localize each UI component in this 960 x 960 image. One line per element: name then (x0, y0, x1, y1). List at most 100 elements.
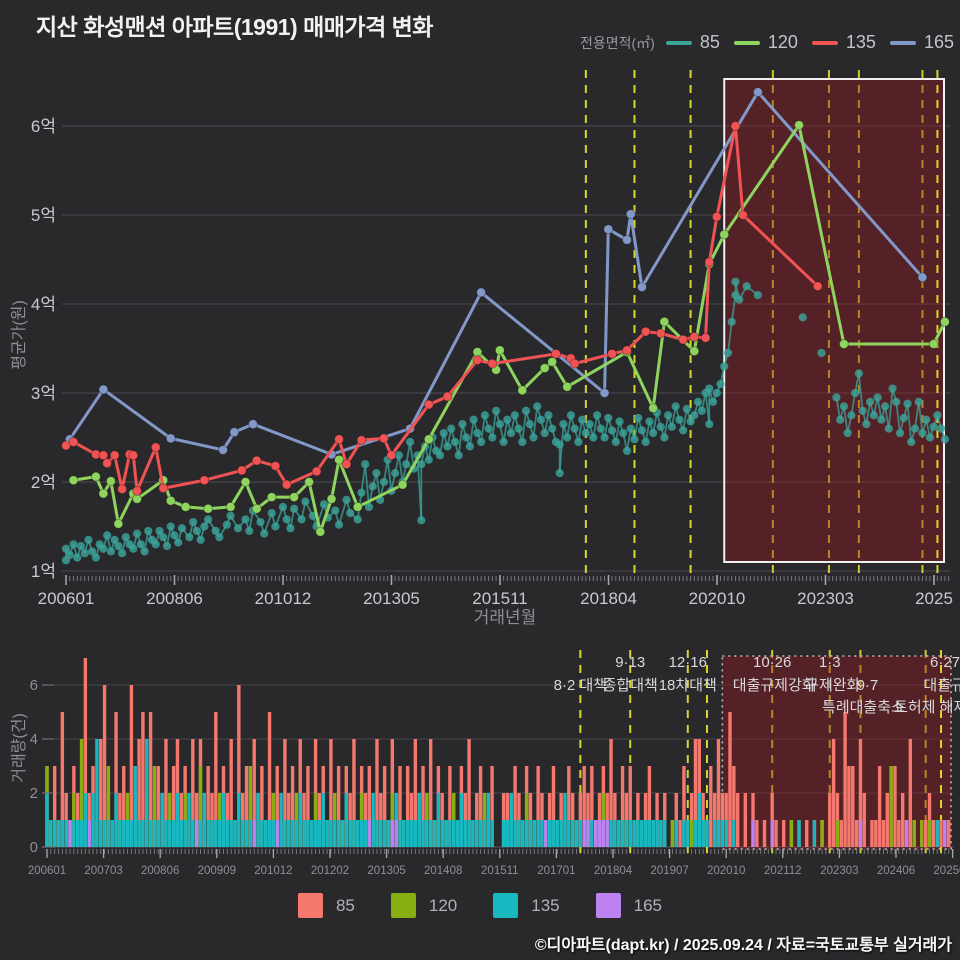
volume-bar-135 (624, 820, 629, 847)
volume-bar-135 (429, 820, 433, 847)
price-series-85 (61, 277, 950, 565)
volume-bar-135 (617, 820, 621, 847)
volume-bar-120 (912, 820, 916, 847)
volume-bar-135 (720, 820, 725, 847)
volume-bar-165 (275, 820, 279, 847)
volume-bar-85 (735, 793, 740, 847)
event-label: 규제완화 (805, 677, 860, 694)
volume-bar-85 (877, 766, 882, 847)
volume-bar-120 (789, 820, 794, 847)
svg-text:200601: 200601 (38, 589, 95, 608)
volume-bar-135 (651, 820, 655, 847)
volume-legend-swatch (595, 893, 621, 918)
volume-bar-135 (555, 820, 560, 847)
volume-bar-85 (893, 766, 897, 847)
volume-bar-135 (287, 820, 291, 847)
volume-bar-135 (463, 820, 467, 847)
volume-bar-135 (532, 820, 536, 847)
legend-swatch (811, 40, 838, 45)
volume-bar-135 (712, 820, 717, 847)
volume-bar-85 (628, 766, 632, 847)
volume-bar-85 (405, 766, 410, 847)
volume-bar-85 (260, 766, 264, 847)
volume-bar-135 (444, 820, 448, 847)
volume-bar-135 (417, 793, 421, 847)
svg-text:201804: 201804 (594, 865, 633, 877)
price-series-135 (61, 121, 823, 496)
volume-bar-85 (102, 685, 107, 847)
volume-bar-135 (191, 820, 195, 847)
volume-bar-85 (839, 820, 843, 847)
volume-bar-135 (83, 793, 88, 847)
volume-bar-135 (655, 820, 659, 847)
svg-text:201012: 201012 (254, 865, 292, 877)
volume-bar-135 (935, 820, 939, 847)
volume-bar-135 (137, 820, 141, 847)
legend-swatch (665, 40, 692, 45)
volume-legend-item-135[interactable]: 135 (493, 893, 560, 918)
legend-item-165[interactable]: 165 (889, 32, 954, 53)
volume-bar-135 (732, 820, 736, 847)
area-legend-items: 85 120 135 165 (665, 32, 954, 53)
svg-text:2억: 2억 (31, 473, 56, 492)
volume-bar-135 (214, 820, 218, 847)
legend-item-135[interactable]: 135 (811, 32, 876, 53)
volume-bar-165 (586, 820, 590, 847)
volume-bar-135 (636, 820, 640, 847)
volume-bar-85 (329, 739, 333, 847)
volume-bar-135 (168, 820, 172, 847)
volume-legend-item-120[interactable]: 120 (390, 893, 457, 918)
volume-bar-135 (459, 793, 464, 847)
volume-bar-135 (52, 820, 57, 847)
volume-bar-85 (828, 793, 832, 847)
volume-bar-135 (402, 820, 406, 847)
svg-text:1억: 1억 (31, 562, 56, 581)
volume-bar-85 (490, 766, 494, 847)
area-legend: 전용면적(㎡) 85 120 135 165 (580, 32, 954, 53)
volume-bar-135 (64, 820, 68, 847)
volume-bar-85 (858, 739, 863, 847)
volume-bar-85 (367, 766, 372, 847)
volume-bar-135 (421, 820, 425, 847)
volume-bar-135 (701, 820, 705, 847)
volume-bar-85 (582, 766, 586, 847)
volume-bar-135 (363, 820, 368, 847)
volume-bar-135 (122, 820, 126, 847)
volume-legend-item-165[interactable]: 165 (595, 893, 662, 918)
volume-bar-85 (897, 820, 901, 847)
volume-bar-85 (536, 766, 540, 847)
volume-bar-85 (244, 766, 249, 847)
legend-item-120[interactable]: 120 (733, 32, 798, 53)
volume-legend-label: 85 (335, 895, 355, 915)
volume-bar-85 (206, 766, 210, 847)
volume-bar-135 (517, 820, 521, 847)
svg-text:200601: 200601 (28, 865, 66, 877)
volume-bar-85 (275, 766, 279, 847)
x-axis-title: 거래년월 (474, 608, 537, 627)
legend-swatch (889, 40, 916, 45)
volume-bar-135 (237, 793, 241, 847)
volume-bar-85 (732, 766, 736, 847)
volume-bar-135 (490, 820, 494, 847)
volume-bar-135 (436, 793, 441, 847)
svg-text:200806: 200806 (141, 865, 179, 877)
volume-bar-85 (306, 766, 310, 847)
volume-bar-85 (99, 739, 103, 847)
volume-bar-135 (145, 739, 149, 847)
volume-bar-135 (574, 820, 579, 847)
svg-text:201202: 201202 (311, 865, 349, 877)
volume-legend-item-85[interactable]: 85 (297, 893, 355, 918)
volume-bar-135 (432, 820, 437, 847)
volume-bar-135 (352, 820, 356, 847)
volume-bar-135 (210, 820, 214, 847)
volume-y-axis-title: 거래량(건) (10, 713, 28, 783)
svg-text:200909: 200909 (198, 865, 236, 877)
volume-bar-135 (643, 820, 648, 847)
volume-bar-135 (620, 820, 625, 847)
volume-bar-135 (79, 820, 84, 847)
volume-bar-85 (874, 820, 878, 847)
volume-bar-85 (398, 766, 402, 847)
legend-label: 135 (845, 32, 876, 52)
legend-item-85[interactable]: 85 (665, 32, 720, 53)
legend-label: 120 (767, 32, 798, 52)
